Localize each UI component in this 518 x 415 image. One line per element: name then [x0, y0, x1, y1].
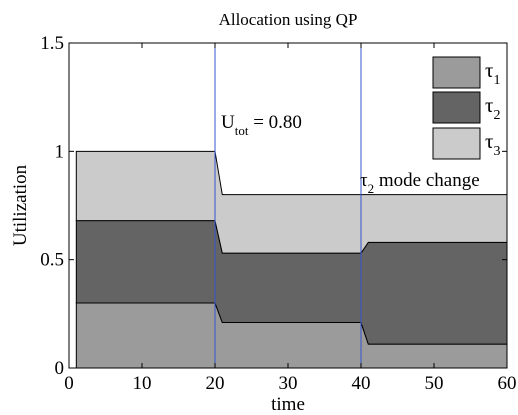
legend: τ1 τ2 τ3 [432, 56, 500, 160]
legend-swatch-3 [432, 127, 481, 160]
annotation-utot: Utot = 0.80 [221, 112, 302, 138]
event-lines [214, 43, 362, 368]
x-tick-label: 40 [352, 373, 371, 394]
x-tick-label: 30 [279, 373, 298, 394]
x-axis-label: time [271, 394, 305, 415]
x-tick-label: 20 [206, 373, 225, 394]
legend-label-1: τ1 [485, 58, 500, 88]
legend-label-3: τ3 [485, 129, 500, 159]
axis-ticks: 0 10 20 30 40 50 60 0 0.5 1 1.5 [40, 33, 516, 394]
annotations: Utot = 0.80 τ2 mode change [221, 112, 480, 196]
y-tick-label: 0 [55, 358, 65, 379]
y-tick-label: 1 [55, 141, 65, 162]
stacked-areas [75, 150, 508, 369]
legend-label-2: τ2 [485, 93, 500, 123]
y-tick-label: 0.5 [40, 250, 64, 271]
x-tick-label: 0 [64, 373, 74, 394]
legend-swatch-1 [432, 56, 481, 89]
x-tick-label: 50 [425, 373, 444, 394]
y-tick-label: 1.5 [40, 33, 64, 54]
legend-swatch-2 [432, 91, 481, 124]
x-tick-label: 60 [498, 373, 517, 394]
x-tick-label: 10 [133, 373, 152, 394]
chart-title: Allocation using QP [219, 10, 358, 29]
y-axis-label: Utilization [10, 164, 31, 246]
annotation-mode-change: τ2 mode change [360, 170, 480, 196]
